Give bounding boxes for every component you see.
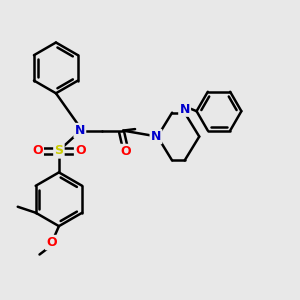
- Text: S: S: [54, 144, 63, 158]
- Text: N: N: [179, 103, 190, 116]
- Text: O: O: [75, 144, 86, 158]
- Text: N: N: [75, 124, 85, 137]
- Text: O: O: [46, 236, 57, 249]
- Text: O: O: [120, 145, 130, 158]
- Text: O: O: [32, 144, 43, 158]
- Text: N: N: [151, 130, 161, 143]
